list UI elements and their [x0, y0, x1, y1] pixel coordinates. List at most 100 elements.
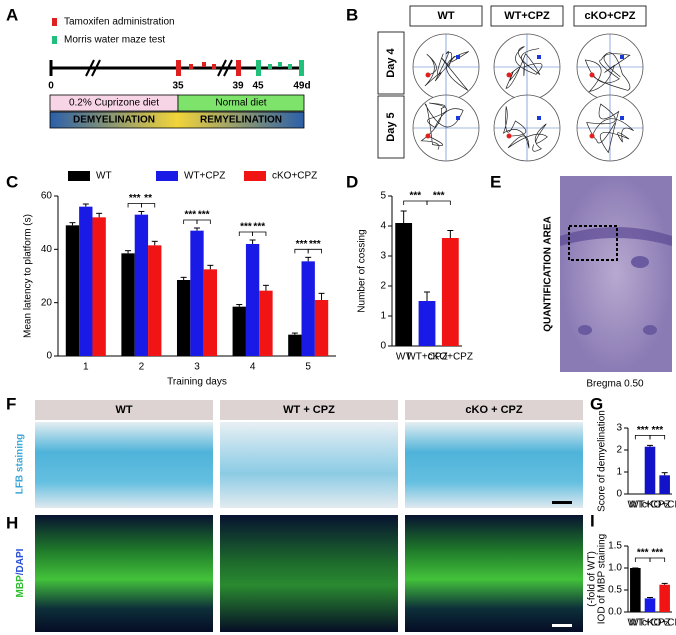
- x-tick-label: 2: [139, 362, 145, 373]
- error-bar: [69, 222, 76, 226]
- significance-label: ***: [240, 222, 252, 233]
- ventricle: [643, 325, 657, 335]
- platform: [537, 116, 541, 120]
- phase-label: REMYELINATION: [200, 115, 282, 126]
- scale-bar: [552, 624, 572, 627]
- significance-label: ***: [184, 210, 196, 221]
- panel-letter: F: [6, 394, 16, 413]
- y-tick-label: 0: [46, 351, 52, 362]
- y-axis-label: (-fold of WT): [587, 551, 598, 607]
- swim-path: [420, 102, 464, 150]
- significance-bracket: [252, 231, 267, 236]
- significance-bracket: [426, 200, 451, 205]
- y-tick-label: 60: [41, 191, 53, 202]
- legend-swatch: [244, 171, 266, 181]
- bar: [659, 584, 670, 612]
- side-label: MBP/DAPI: [15, 548, 26, 597]
- mbp-image: [220, 515, 398, 632]
- y-tick-label: 2: [380, 281, 386, 292]
- side-label-dapi: /DAPI: [15, 548, 26, 575]
- legend-label: WT+CPZ: [184, 171, 225, 182]
- timeline-label: 35: [172, 81, 184, 92]
- error-bar: [96, 212, 103, 218]
- significance-label: ***: [296, 239, 308, 250]
- x-tick-label: WT: [628, 618, 644, 629]
- quantification-box: [568, 225, 618, 261]
- legend-swatch: [68, 171, 90, 181]
- significance-label: ***: [409, 191, 421, 202]
- bar: [92, 217, 106, 356]
- x-tick-label: 5: [305, 362, 311, 373]
- x-tick-label: WT+CPZ: [406, 352, 447, 363]
- y-tick-label: 3: [380, 251, 386, 262]
- nissl-image: [560, 176, 672, 372]
- mbp-image: [35, 515, 213, 632]
- error-bar: [262, 284, 269, 291]
- side-label-mbp: MBP: [15, 575, 26, 598]
- timeline-label: 0: [48, 81, 54, 92]
- x-tick-label: cKO+CPZ: [642, 500, 676, 511]
- platform: [456, 116, 460, 120]
- column-header: WT+CPZ: [504, 10, 550, 22]
- mbp-image: [405, 515, 583, 632]
- bar: [630, 568, 641, 612]
- y-tick-label: 40: [41, 244, 53, 255]
- y-tick-label: 0.0: [608, 607, 622, 618]
- significance-bracket: [141, 203, 156, 208]
- x-tick-label: WT: [628, 500, 644, 511]
- y-axis-label: IOD of MBP staining: [597, 534, 608, 624]
- start-point: [589, 72, 595, 78]
- y-tick-label: 1.5: [608, 541, 622, 552]
- error-bar: [447, 230, 454, 238]
- panel-letter: D: [346, 172, 358, 191]
- corpus-callosum: [560, 227, 672, 246]
- start-point: [506, 133, 512, 139]
- legend-label: Morris water maze test: [64, 35, 165, 46]
- significance-bracket: [196, 219, 211, 224]
- error-bar: [138, 210, 145, 215]
- y-tick-label: 1.0: [608, 563, 622, 574]
- significance-label: ***: [637, 425, 649, 436]
- x-tick-label: 1: [83, 362, 89, 373]
- maze-plots: [412, 33, 644, 162]
- panel-letter: I: [590, 511, 595, 530]
- error-bar: [424, 291, 430, 301]
- timeline-label: 39: [232, 81, 244, 92]
- error-bar: [151, 240, 158, 246]
- significance-label: ***: [651, 548, 663, 559]
- bar: [65, 225, 80, 356]
- bar: [79, 206, 93, 356]
- x-tick-label: 4: [250, 362, 256, 373]
- error-bar: [207, 264, 214, 270]
- x-tick-label: WT: [396, 352, 412, 363]
- x-tick-label: cKO+CPZ: [428, 352, 473, 363]
- bar: [418, 301, 436, 346]
- bar: [203, 269, 218, 356]
- significance-bracket: [649, 434, 666, 440]
- error-bar: [180, 276, 187, 280]
- error-bar: [305, 256, 312, 262]
- error-bar: [400, 210, 407, 223]
- start-point: [589, 133, 595, 139]
- row-header: Day 4: [385, 47, 397, 77]
- error-bar: [125, 250, 132, 254]
- column-header: WT: [437, 10, 454, 22]
- swim-path: [584, 52, 631, 93]
- timeline: [49, 59, 304, 77]
- bar: [288, 334, 302, 356]
- column-header-bg: [220, 400, 398, 420]
- x-tick-label: 3: [194, 362, 200, 373]
- bar: [644, 446, 656, 494]
- y-tick-label: 5: [380, 191, 386, 202]
- error-bar: [318, 292, 325, 300]
- legend-label: Tamoxifen administration: [64, 17, 175, 28]
- swim-path: [424, 51, 469, 91]
- bar: [190, 230, 204, 356]
- bar: [245, 244, 260, 356]
- y-tick-label: 4: [380, 221, 386, 232]
- platform: [620, 55, 624, 59]
- bar: [259, 290, 273, 356]
- error-bar: [647, 444, 653, 447]
- significance-label: ***: [309, 239, 321, 250]
